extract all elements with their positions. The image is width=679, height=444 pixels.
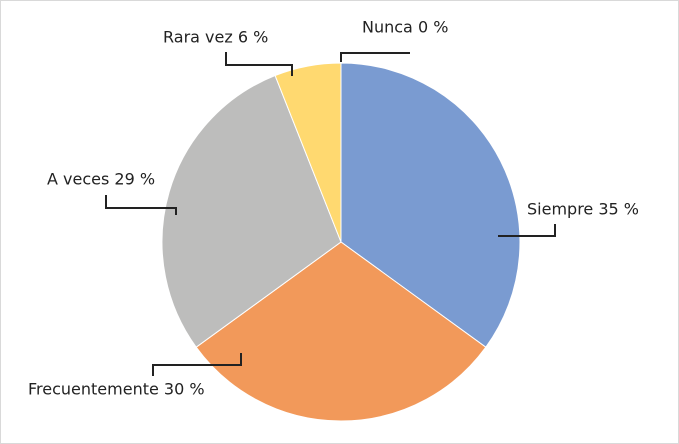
pie-slice bbox=[195, 241, 487, 422]
leader-line bbox=[225, 52, 293, 76]
leader-line bbox=[105, 195, 177, 215]
data-label: Rara vez 6 % bbox=[163, 28, 268, 47]
leader-line bbox=[152, 353, 242, 376]
data-label: Frecuentemente 30 % bbox=[28, 380, 205, 399]
leader-line bbox=[498, 224, 556, 237]
pie-slice bbox=[161, 74, 342, 348]
data-label: A veces 29 % bbox=[47, 170, 155, 189]
leader-line bbox=[340, 52, 410, 62]
pie-slice bbox=[340, 62, 521, 348]
data-label: Nunca 0 % bbox=[362, 18, 448, 37]
data-label: Siempre 35 % bbox=[527, 200, 639, 219]
